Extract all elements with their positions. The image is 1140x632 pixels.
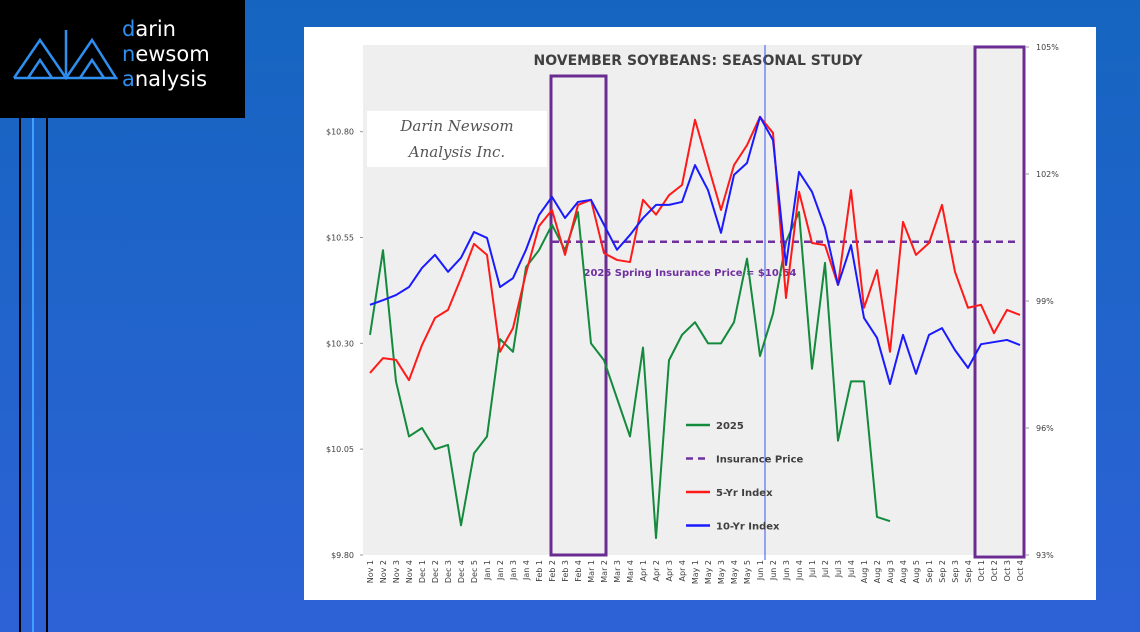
y-tick-label: $10.05 [326, 445, 354, 454]
annotation: 2025 Spring Insurance Price = $10.54 [583, 268, 796, 279]
x-tick-label: Mar 4 [626, 560, 635, 583]
legend-label: 2025 [716, 421, 744, 432]
logo-text: analysis [122, 67, 208, 91]
x-tick-label: Jan 1 [483, 560, 492, 581]
x-tick-label: Feb 2 [548, 560, 557, 582]
x-tick-label: Mar 2 [600, 560, 609, 583]
x-tick-label: Jun 1 [756, 560, 765, 581]
x-tick-label: Sep 2 [938, 560, 947, 583]
x-tick-label: Nov 2 [379, 560, 388, 583]
x-tick-label: Sep 3 [951, 560, 960, 583]
x-tick-label: May 2 [704, 560, 713, 584]
x-tick-label: May 3 [717, 560, 726, 584]
series-line [369, 211, 891, 540]
x-tick-label: Dec 2 [431, 560, 440, 583]
x-tick-label: Aug 1 [860, 560, 869, 583]
x-tick-label: Jan 4 [522, 560, 531, 581]
x-tick-label: Dec 3 [444, 560, 453, 583]
x-tick-label: Feb 4 [574, 560, 583, 582]
legend-label: 10-Yr Index [716, 522, 780, 533]
x-tick-label: May 1 [691, 560, 700, 584]
x-tick-label: Apr 1 [639, 560, 648, 581]
y2-tick-label: 99% [1036, 297, 1054, 306]
x-tick-label: Jul 3 [834, 560, 843, 578]
x-tick-label: Apr 2 [652, 560, 661, 581]
x-tick-label: Oct 4 [1016, 560, 1025, 581]
watermark: Darin Newsom [399, 117, 513, 135]
watermark: Analysis Inc. [407, 143, 505, 161]
x-tick-label: Oct 1 [977, 560, 986, 581]
series-line [369, 115, 1021, 385]
rail [32, 118, 34, 632]
y2-tick-label: 93% [1036, 551, 1054, 560]
x-tick-label: Aug 5 [912, 560, 921, 583]
y2-tick-label: 102% [1036, 170, 1059, 179]
legend-label: 5-Yr Index [716, 488, 773, 499]
x-tick-label: Aug 4 [899, 560, 908, 583]
x-tick-label: Feb 3 [561, 560, 570, 582]
x-tick-label: Jun 2 [769, 560, 778, 581]
rail [19, 118, 21, 632]
x-tick-label: Aug 3 [886, 560, 895, 583]
logo: darin newsom analysis [0, 0, 245, 118]
x-tick-label: Aug 2 [873, 560, 882, 583]
x-tick-label: Dec 1 [418, 560, 427, 583]
x-tick-label: May 5 [743, 560, 752, 584]
legend-label: Insurance Price [716, 455, 804, 466]
y-tick-label: $10.30 [326, 339, 354, 348]
x-tick-label: Dec 4 [457, 560, 466, 583]
x-tick-label: Apr 3 [665, 560, 674, 581]
logo-icon [12, 30, 119, 81]
x-tick-label: Oct 2 [990, 560, 999, 581]
x-tick-label: Dec 5 [470, 560, 479, 583]
logo-text: newsom [122, 42, 210, 66]
y-tick-label: $9.80 [331, 551, 354, 560]
x-tick-label: Jun 3 [782, 560, 791, 581]
chart-title: NOVEMBER SOYBEANS: SEASONAL STUDY [534, 53, 864, 69]
x-tick-label: Nov 3 [392, 560, 401, 583]
x-tick-label: Jul 4 [847, 560, 856, 578]
x-tick-label: Oct 3 [1003, 560, 1012, 581]
x-tick-label: Nov 4 [405, 560, 414, 583]
x-tick-label: May 4 [730, 560, 739, 584]
watermark-box [367, 111, 547, 167]
series-line [369, 115, 1021, 382]
x-tick-label: Jun 4 [795, 560, 804, 581]
y-tick-label: $10.55 [326, 234, 354, 243]
highlight-box [549, 74, 608, 557]
x-tick-label: Jul 1 [808, 560, 817, 578]
x-tick-label: Jan 2 [496, 560, 505, 581]
x-tick-label: Mar 1 [587, 560, 596, 583]
x-tick-label: Apr 4 [678, 560, 687, 581]
y-tick-label: $10.80 [326, 128, 354, 137]
logo-text: darin [122, 17, 176, 41]
x-tick-label: Sep 4 [964, 560, 973, 583]
rail [46, 118, 48, 632]
highlight-box [973, 45, 1026, 559]
x-tick-label: Nov 1 [366, 560, 375, 583]
y2-tick-label: 96% [1036, 424, 1054, 433]
x-tick-label: Mar 3 [613, 560, 622, 583]
x-tick-label: Jan 3 [509, 560, 518, 581]
y2-tick-label: 105% [1036, 43, 1059, 52]
x-tick-label: Jul 2 [821, 560, 830, 578]
x-tick-label: Sep 1 [925, 560, 934, 583]
x-tick-label: Feb 1 [535, 560, 544, 582]
